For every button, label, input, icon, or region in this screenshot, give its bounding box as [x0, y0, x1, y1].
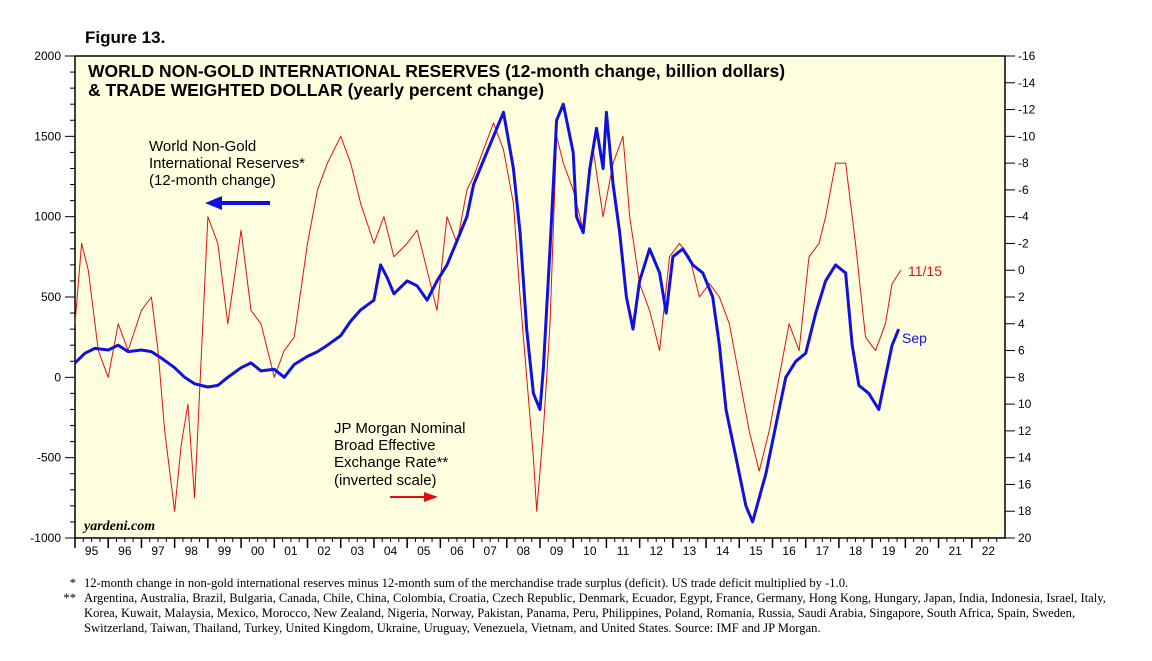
footnote-text: 12-month change in non-gold internationa… [84, 576, 849, 590]
right-tick-label: 10 [1018, 397, 1032, 411]
footnote-1: * 12-month change in non-gold internatio… [50, 576, 1140, 591]
right-tick-label: 14 [1018, 451, 1032, 465]
reserves-label-line1: World Non-Gold [149, 138, 256, 155]
left-tick-label: 500 [41, 290, 61, 304]
x-tick-label: 13 [683, 544, 697, 558]
dollar-end-label: 11/15 [908, 263, 942, 279]
x-tick-label: 97 [151, 544, 165, 558]
figure-label: Figure 13. [85, 28, 166, 47]
chart-title-line1: WORLD NON-GOLD INTERNATIONAL RESERVES (1… [88, 61, 785, 81]
x-tick-label: 02 [317, 544, 331, 558]
footnote-2: ** Argentina, Australia, Brazil, Bulgari… [50, 591, 1140, 636]
x-tick-label: 04 [384, 544, 398, 558]
x-tick-label: 15 [749, 544, 763, 558]
right-tick-label: 20 [1018, 531, 1032, 545]
right-tick-label: -4 [1018, 210, 1029, 224]
right-tick-label: -16 [1018, 49, 1036, 63]
left-tick-label: 2000 [34, 49, 61, 63]
dollar-label-line2: Broad Effective [334, 437, 435, 454]
reserves-annotation: World Non-Gold International Reserves* (… [149, 138, 305, 210]
left-tick-label: -1000 [30, 531, 61, 545]
x-tick-label: 96 [118, 544, 132, 558]
x-tick-label: 18 [849, 544, 863, 558]
x-axis: 95 96 97 98 99 00 01 02 03 04 05 06 07 08 09 10 11 12 13 14… [74, 538, 998, 558]
reserves-label-line3: (12-month change) [149, 172, 276, 189]
x-tick-label: 22 [982, 544, 996, 558]
x-tick-label: 20 [915, 544, 929, 558]
x-tick-label: 99 [218, 544, 232, 558]
footnote-text: Argentina, Australia, Brazil, Bulgaria, … [84, 591, 1106, 635]
right-tick-label: -10 [1018, 129, 1036, 143]
left-axis: 2000 1500 1000 500 0 -500 -1000 [30, 49, 75, 545]
left-arrow-icon [205, 196, 270, 210]
reserves-label-line2: International Reserves* [149, 155, 305, 172]
x-tick-label: 05 [417, 544, 431, 558]
x-tick-label: 17 [816, 544, 830, 558]
left-tick-label: 0 [54, 370, 61, 384]
right-tick-label: -12 [1018, 103, 1036, 117]
right-tick-label: 16 [1018, 477, 1032, 491]
x-tick-label: 12 [650, 544, 664, 558]
left-tick-label: 1000 [34, 210, 61, 224]
x-tick-label: 00 [251, 544, 265, 558]
x-tick-label: 11 [617, 544, 630, 558]
footnote-mark: ** [63, 591, 76, 605]
dollar-label-line4: (inverted scale) [334, 472, 437, 489]
x-tick-label: 10 [583, 544, 597, 558]
watermark: yardeni.com [82, 519, 155, 534]
right-tick-label: 18 [1018, 504, 1032, 518]
footnote-mark: * [69, 576, 76, 590]
right-tick-label: 4 [1018, 317, 1025, 331]
right-tick-label: -2 [1018, 236, 1029, 250]
x-tick-label: 98 [185, 544, 199, 558]
right-tick-label: -8 [1018, 156, 1029, 170]
dollar-series-line [74, 122, 902, 512]
series-layer [73, 102, 902, 524]
x-tick-label: 09 [550, 544, 564, 558]
x-tick-label: 14 [716, 544, 730, 558]
right-axis: -16 -14 -12 -10 -8 -6 -4 -2 0 2 4 6 8 10 12 14 16 18 20 [1005, 49, 1036, 545]
x-tick-label: 16 [782, 544, 796, 558]
dollar-annotation: JP Morgan Nominal Broad Effective Exchan… [334, 420, 465, 502]
x-tick-label: 06 [450, 544, 464, 558]
right-tick-label: -6 [1018, 183, 1029, 197]
dollar-label-line1: JP Morgan Nominal [334, 420, 465, 437]
left-tick-label: 1500 [34, 129, 61, 143]
x-tick-label: 21 [948, 544, 962, 558]
reserves-series-line [73, 102, 901, 524]
x-tick-label: 08 [517, 544, 531, 558]
x-tick-label: 03 [351, 544, 365, 558]
x-tick-label: 07 [483, 544, 497, 558]
reserves-end-label: Sep [902, 330, 927, 346]
right-tick-label: 0 [1018, 263, 1025, 277]
footnotes: * 12-month change in non-gold internatio… [50, 576, 1140, 636]
right-tick-label: 6 [1018, 344, 1025, 358]
right-tick-label: 8 [1018, 370, 1025, 384]
right-tick-label: -14 [1018, 76, 1036, 90]
chart-title-line2: & TRADE WEIGHTED DOLLAR (yearly percent … [88, 80, 544, 100]
right-arrow-icon [390, 492, 438, 502]
x-tick-label: 95 [85, 544, 99, 558]
right-tick-label: 2 [1018, 290, 1025, 304]
x-tick-label: 01 [284, 544, 298, 558]
left-tick-label: -500 [37, 451, 61, 465]
right-tick-label: 12 [1018, 424, 1032, 438]
dollar-label-line3: Exchange Rate** [334, 454, 448, 471]
x-tick-label: 19 [882, 544, 896, 558]
